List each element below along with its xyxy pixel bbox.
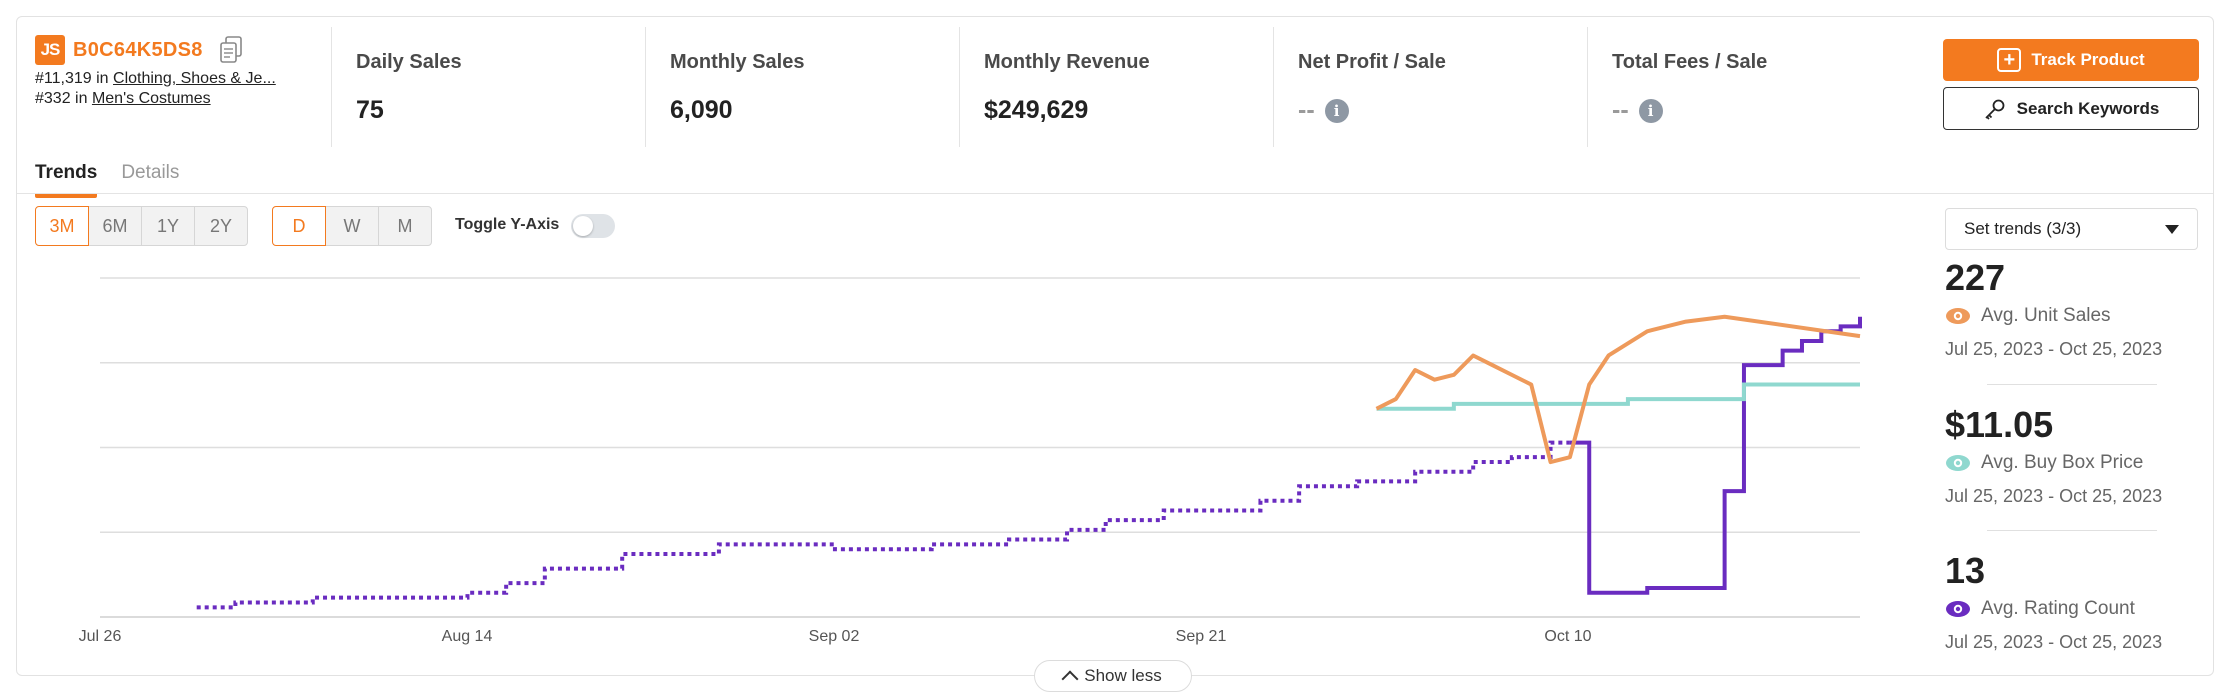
tab-trends[interactable]: Trends: [35, 162, 98, 198]
metric-rating-count: 13 Avg. Rating Count Jul 25, 2023 - Oct …: [1945, 550, 2163, 652]
stat-monthly-revenue: Monthly Revenue $249,629: [959, 27, 1273, 147]
x-tick-label: Sep 02: [809, 628, 860, 645]
toggle-y-axis-label: Toggle Y-Axis: [455, 216, 560, 233]
stat-net-profit: Net Profit / Sale -- i: [1273, 27, 1587, 147]
toggle-y-axis-switch[interactable]: [571, 214, 615, 238]
series-line-buy-box-price: [1376, 382, 1860, 411]
track-product-button[interactable]: + Track Product: [1943, 39, 2199, 81]
interval-week-button[interactable]: W: [325, 206, 379, 246]
chart-grid: [100, 277, 1860, 618]
x-tick-label: Jul 26: [79, 628, 122, 645]
series-line-unit-sales: [1375, 314, 1861, 465]
set-trends-dropdown[interactable]: Set trends (3/3): [1945, 208, 2198, 250]
series-line-rating-count: [196, 440, 1570, 610]
caret-down-icon: [2165, 224, 2179, 234]
stat-daily-sales: Daily Sales 75: [331, 27, 645, 147]
tab-bar: Trends Details: [35, 162, 179, 198]
chart-x-ticks: Jul 26 Aug 14 Sep 02 Sep 21 Oct 10: [79, 628, 1592, 645]
eye-icon[interactable]: [1945, 307, 1971, 325]
trends-chart: Jul 26 Aug 14 Sep 02 Sep 21 Oct 10: [79, 277, 1862, 645]
info-icon[interactable]: i: [1324, 98, 1349, 123]
x-tick-label: Sep 21: [1176, 628, 1227, 645]
range-6m-button[interactable]: 6M: [88, 206, 142, 246]
asin-link[interactable]: B0C64K5DS8: [73, 38, 203, 61]
metric-divider: [1987, 384, 2157, 385]
info-icon[interactable]: i: [1638, 98, 1663, 123]
range-2y-button[interactable]: 2Y: [194, 206, 248, 246]
series-line-rating-count: [1569, 316, 1862, 595]
eye-icon[interactable]: [1945, 600, 1971, 618]
range-3m-button[interactable]: 3M: [35, 206, 89, 246]
range-selector: 3M 6M 1Y 2Y: [35, 206, 248, 246]
tab-details[interactable]: Details: [121, 162, 180, 183]
chevron-up-icon: [1061, 670, 1079, 688]
interval-day-button[interactable]: D: [272, 206, 326, 246]
range-1y-button[interactable]: 1Y: [141, 206, 195, 246]
category-link[interactable]: Clothing, Shoes & Je...: [113, 70, 276, 87]
x-tick-label: Aug 14: [442, 628, 493, 645]
key-icon: [1985, 99, 2005, 120]
rank-line-2: #332 in Men's Costumes: [35, 90, 211, 107]
stat-monthly-sales: Monthly Sales 6,090: [645, 27, 959, 147]
js-logo: JS: [35, 35, 65, 65]
product-card: [16, 16, 2214, 676]
metric-unit-sales: 227 Avg. Unit Sales Jul 25, 2023 - Oct 2…: [1945, 257, 2163, 359]
product-info: JS B0C64K5DS8 #11,319 in Clothing, Shoes…: [35, 35, 325, 108]
metric-divider: [1987, 530, 2157, 531]
metric-buy-box-price: $11.05 Avg. Buy Box Price Jul 25, 2023 -…: [1945, 404, 2163, 506]
interval-selector: D W M: [272, 206, 432, 246]
plus-icon: +: [1997, 48, 2022, 72]
show-less-button[interactable]: Show less: [1034, 660, 1192, 692]
interval-month-button[interactable]: M: [378, 206, 432, 246]
copy-icon[interactable]: [217, 35, 245, 65]
tab-divider: [17, 193, 2213, 194]
stat-total-fees: Total Fees / Sale -- i: [1587, 27, 1907, 147]
search-keywords-button[interactable]: Search Keywords: [1943, 87, 2199, 130]
x-tick-label: Oct 10: [1544, 628, 1591, 645]
chart-series: [196, 314, 1862, 610]
toggle-knob: [573, 216, 593, 236]
subcategory-link[interactable]: Men's Costumes: [91, 90, 211, 107]
rank-line-1: #11,319 in Clothing, Shoes & Je...: [35, 70, 276, 87]
eye-icon[interactable]: [1945, 454, 1971, 472]
